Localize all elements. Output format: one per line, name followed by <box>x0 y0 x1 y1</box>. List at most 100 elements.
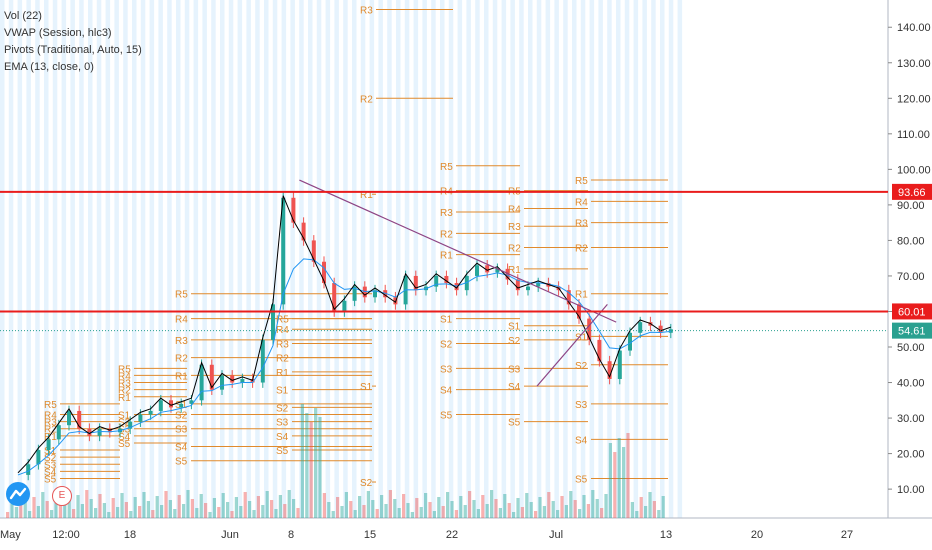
volume-bar <box>309 422 313 518</box>
volume-bar <box>45 501 49 518</box>
candle-body <box>179 403 184 408</box>
price-tick-label: 40.00 <box>897 378 925 390</box>
pivot-label: R2 <box>508 244 521 255</box>
vwap-line <box>17 258 671 476</box>
volume-bar <box>80 504 84 518</box>
session-band <box>607 0 612 518</box>
time-axis-label: 8 <box>288 529 294 541</box>
pivot-label: S1 <box>276 386 289 397</box>
volume-bar <box>111 498 115 518</box>
volume-bar <box>626 433 630 518</box>
pivot-label: R5 <box>276 315 289 326</box>
session-band <box>132 0 137 518</box>
session-band <box>308 0 313 518</box>
session-band <box>642 0 647 518</box>
candle-body <box>281 197 286 305</box>
volume-bar <box>208 512 212 518</box>
volume-bar <box>195 508 199 518</box>
pivot-label: S3 <box>508 364 521 375</box>
volume-bar <box>657 510 661 518</box>
volume-bar <box>366 491 370 518</box>
volume-bar <box>507 503 511 518</box>
candle-body <box>271 304 275 340</box>
session-band <box>228 0 234 518</box>
time-axis-label: 18 <box>124 529 136 541</box>
candle-body <box>230 375 235 383</box>
volume-bar <box>124 502 128 518</box>
legend-vwap[interactable]: VWAP (Session, hlc3) <box>4 27 112 39</box>
session-band <box>272 0 278 518</box>
pivot-label: R2 <box>44 425 57 436</box>
time-axis-label: 13 <box>660 529 672 541</box>
candle-body <box>220 375 224 390</box>
volume-bar <box>14 507 18 518</box>
pivot-label: S4 <box>508 382 521 393</box>
session-band <box>633 0 639 518</box>
session-band <box>70 0 75 518</box>
session-band <box>360 0 366 518</box>
candle-body <box>566 290 571 305</box>
volume-bar <box>512 512 516 518</box>
volume-bar <box>622 447 626 518</box>
session-band <box>114 0 119 518</box>
volume-bar <box>551 501 555 518</box>
volume-bar <box>116 507 120 518</box>
candle-body <box>628 332 632 351</box>
session-band <box>264 0 269 518</box>
volume-bar <box>388 490 392 518</box>
pivot-label: S2 <box>276 403 289 414</box>
candle-body <box>209 364 214 390</box>
volume-bar <box>463 505 467 518</box>
session-band <box>651 0 656 518</box>
volume-bar <box>358 496 362 518</box>
volume-bar <box>503 494 507 518</box>
pivot-label: S5 <box>44 474 57 485</box>
session-band <box>44 0 49 518</box>
session-band <box>572 0 577 518</box>
volume-bar <box>318 417 322 518</box>
trendline <box>536 303 608 387</box>
session-band <box>528 0 533 518</box>
session-band <box>184 0 190 518</box>
earnings-badge[interactable]: E <box>52 486 72 506</box>
volume-bar <box>353 510 357 518</box>
volume-bar <box>296 508 300 518</box>
legend-pivots[interactable]: Pivots (Traditional, Auto, 15) <box>4 44 142 56</box>
volume-bar <box>362 505 366 518</box>
candle-body <box>658 325 663 333</box>
time-axis-label: 22 <box>446 529 458 541</box>
time-axis-label: 15 <box>364 529 376 541</box>
candle-body <box>311 240 316 262</box>
candle-body <box>454 283 459 291</box>
candle-body <box>617 350 622 379</box>
pivot-label: S1 <box>575 332 588 343</box>
volume-bar <box>490 490 494 518</box>
volume-bar <box>58 505 62 518</box>
volume-bar <box>230 511 234 518</box>
volume-bar <box>525 493 529 518</box>
volume-bar <box>450 501 454 518</box>
session-band <box>193 0 199 518</box>
volume-bar <box>252 510 256 518</box>
candle-body <box>128 421 133 429</box>
pivot-label: R1 <box>276 368 289 379</box>
pivot-label: R1 <box>360 190 373 201</box>
pivot-label: S2 <box>44 453 57 464</box>
session-band <box>105 0 111 518</box>
volume-bar <box>446 492 450 518</box>
session-band <box>17 0 23 518</box>
volume-bar <box>138 506 142 518</box>
legend-ema[interactable]: EMA (13, close, 0) <box>4 61 94 73</box>
pivot-label: R1 <box>118 393 131 404</box>
price-tick-label: 70.00 <box>897 271 925 283</box>
volume-bar <box>278 495 282 518</box>
pivot-label: R5 <box>44 400 57 411</box>
candle-body <box>607 361 612 379</box>
tradingview-logo-icon[interactable] <box>6 482 30 506</box>
volume-bar <box>331 511 335 518</box>
candle-body <box>444 275 449 284</box>
time-axis-label: May <box>0 529 21 541</box>
legend-vol[interactable]: Vol (22) <box>4 10 42 22</box>
candle-body <box>536 283 541 287</box>
